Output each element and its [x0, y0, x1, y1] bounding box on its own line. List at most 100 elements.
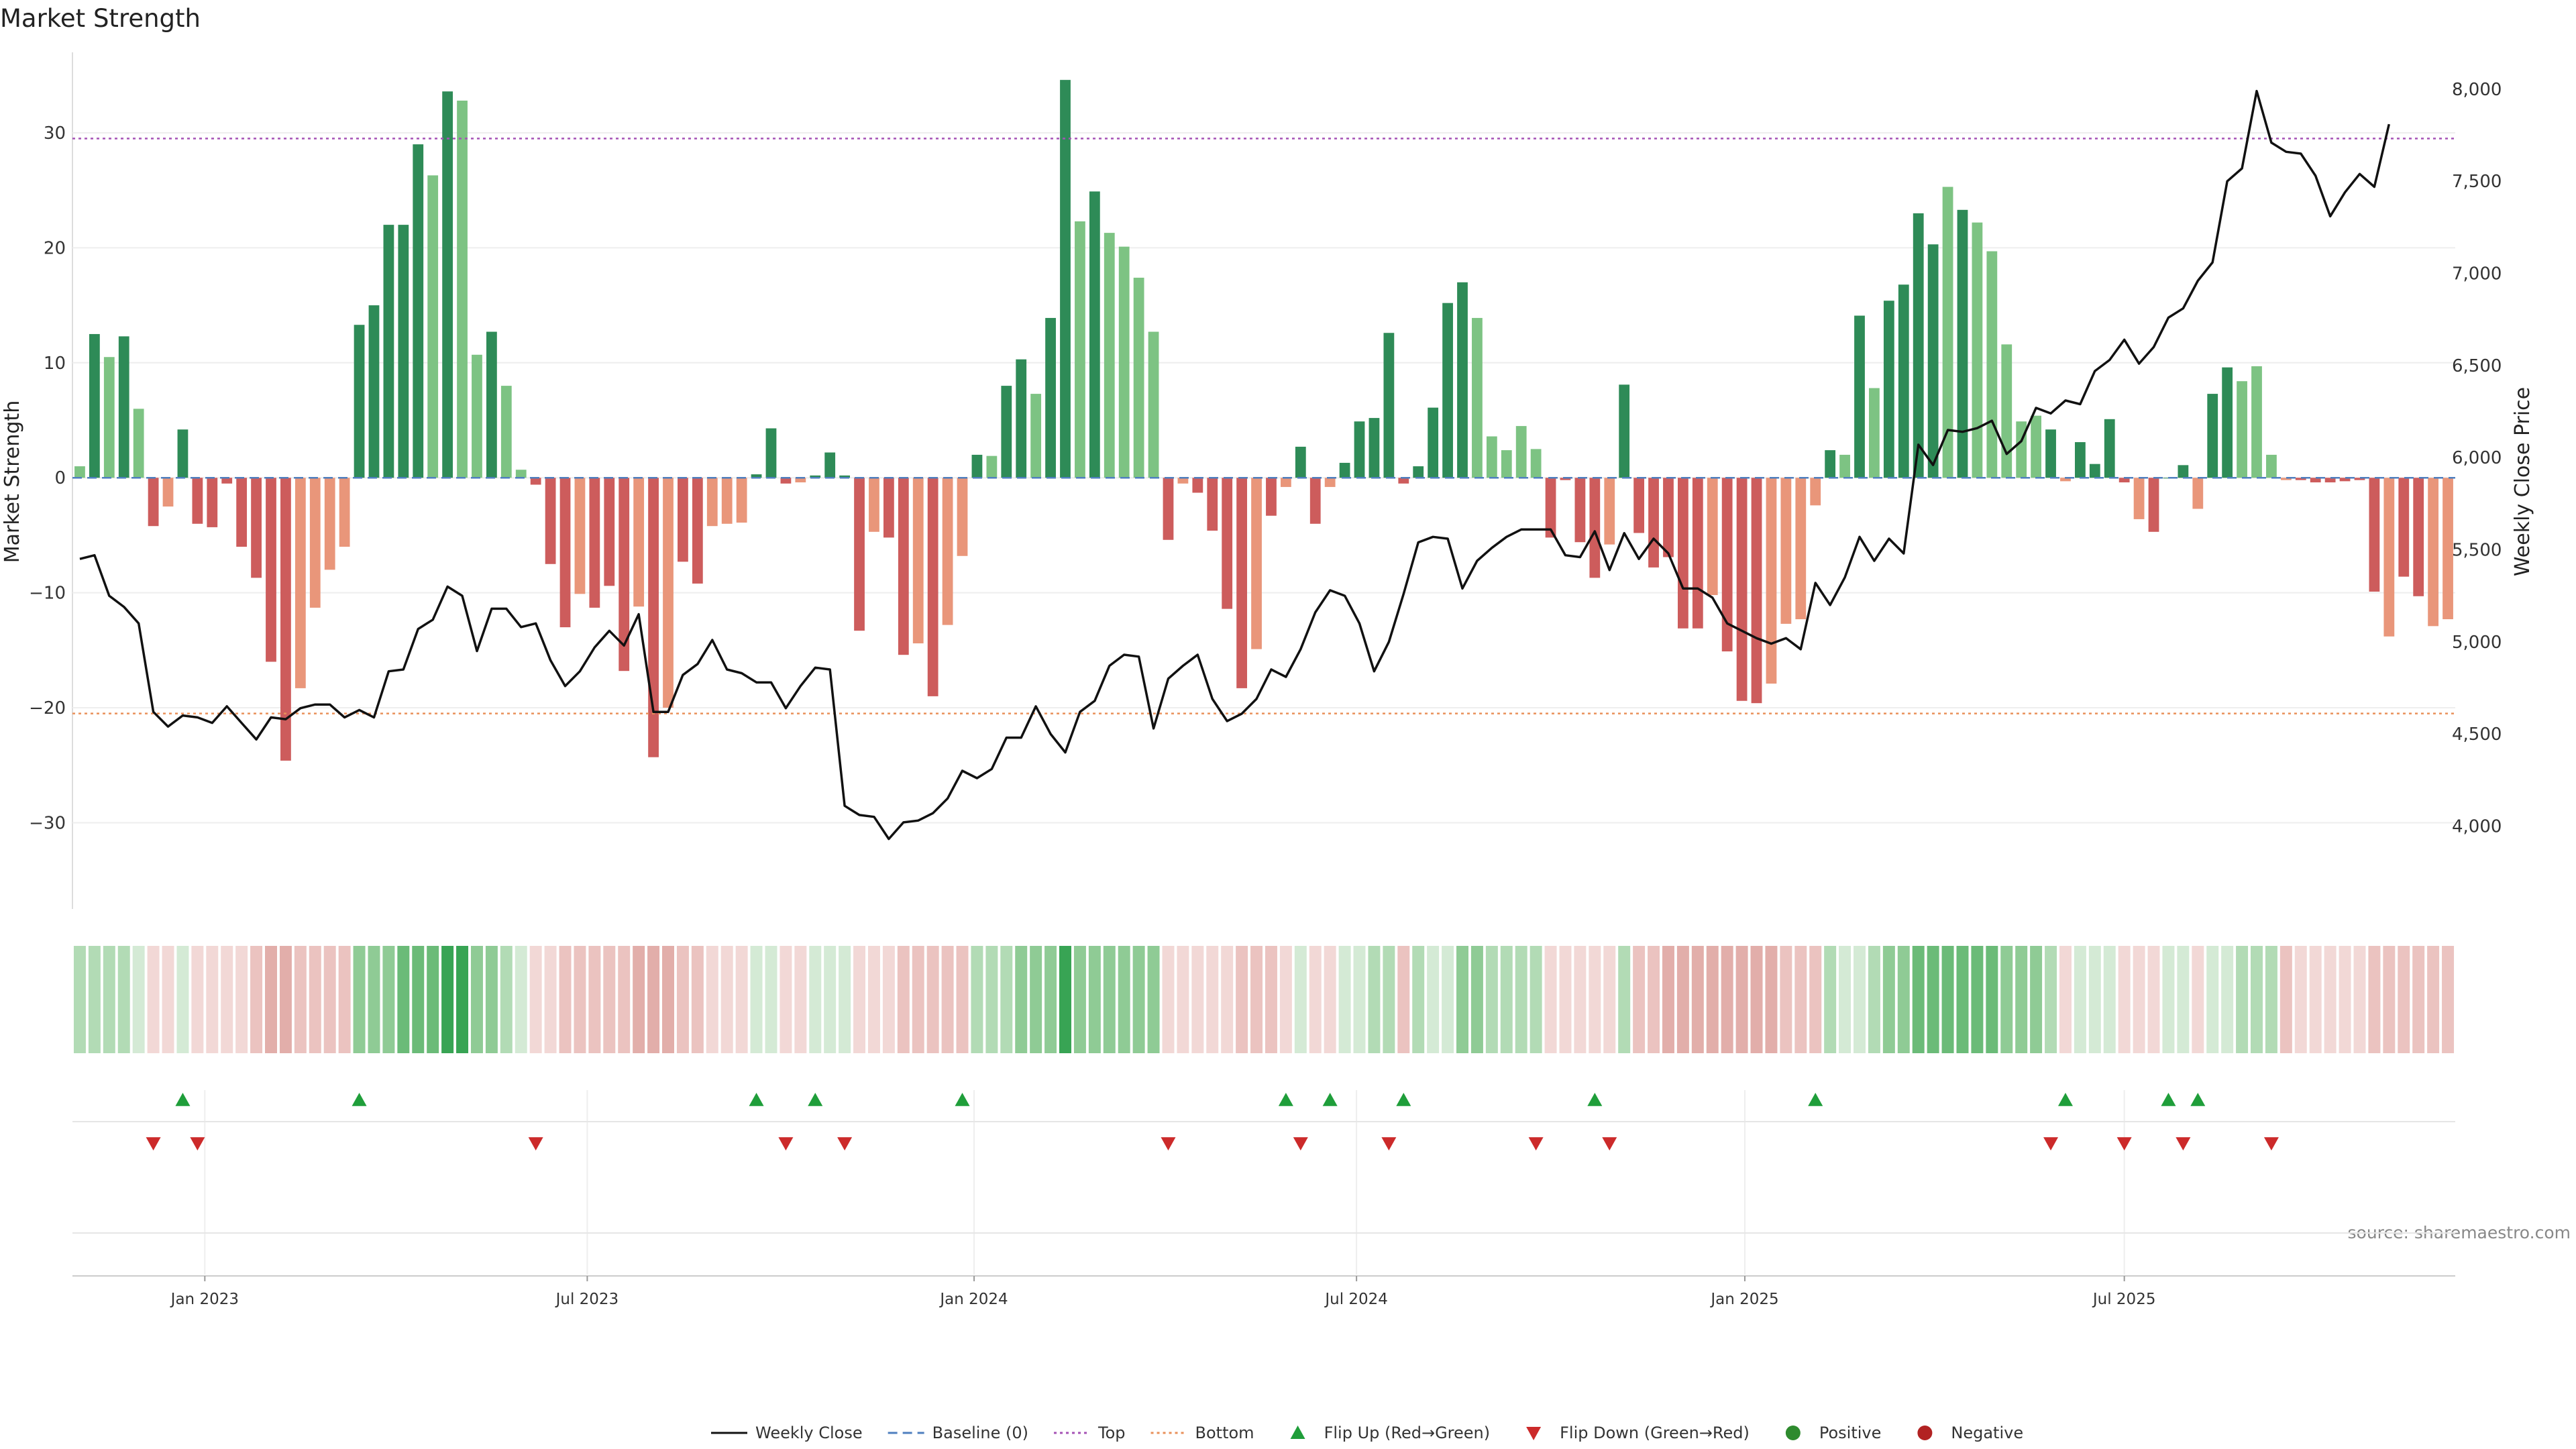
flip-down-marker: [2043, 1137, 2059, 1150]
strength-bar: [1501, 450, 1512, 478]
flip-up-marker: [1278, 1093, 1293, 1106]
heat-cell: [2383, 946, 2396, 1053]
heat-cell: [603, 946, 616, 1053]
heat-cell: [2088, 946, 2101, 1053]
strength-bar: [721, 478, 733, 524]
heat-cell: [1294, 946, 1307, 1053]
heat-cell: [353, 946, 366, 1053]
heat-cell: [765, 946, 777, 1053]
heat-cell: [132, 946, 145, 1053]
y-axis-left-label: Market Strength: [1, 400, 24, 563]
y-right-tick-label: 6,500: [2452, 356, 2502, 376]
strength-bar: [133, 409, 144, 478]
flip-up-marker: [352, 1093, 367, 1106]
strength-bar: [89, 333, 100, 478]
heat-cell: [1956, 946, 1969, 1053]
strength-bar: [854, 478, 865, 631]
strength-bar: [971, 454, 983, 478]
strength-bar: [1030, 394, 1042, 478]
heat-cell: [647, 946, 660, 1053]
heat-cell: [1897, 946, 1910, 1053]
heat-cell: [1589, 946, 1601, 1053]
heat-cell: [809, 946, 822, 1053]
strength-bar: [1810, 478, 1821, 506]
heat-cell: [1559, 946, 1572, 1053]
heat-cell: [897, 946, 910, 1053]
heat-cell: [1485, 946, 1498, 1053]
heat-cell: [1427, 946, 1440, 1053]
heat-cell: [971, 946, 983, 1053]
strength-bar: [1869, 388, 1880, 478]
flip-up-marker: [808, 1093, 823, 1106]
heat-cell: [456, 946, 469, 1053]
heat-cell: [235, 946, 248, 1053]
heat-cell: [382, 946, 395, 1053]
flip-up-marker: [955, 1093, 970, 1106]
heat-cell: [1500, 946, 1513, 1053]
y-axis-right-label: Weekly Close Price: [2511, 387, 2534, 576]
strength-bar: [1457, 282, 1468, 478]
legend-label: Weekly Close: [755, 1424, 863, 1442]
flip-up-marker: [1396, 1093, 1411, 1106]
strength-bar: [1383, 333, 1395, 478]
strength-bar: [2413, 478, 2424, 596]
strength-bar: [2148, 478, 2159, 532]
main-plot: [72, 80, 2455, 841]
strength-bar: [1472, 317, 1483, 478]
heat-cell: [1353, 946, 1366, 1053]
strength-bar: [1619, 384, 1630, 478]
strength-bar: [2237, 381, 2247, 478]
strength-bar: [2060, 478, 2071, 482]
strength-bar: [1045, 317, 1056, 478]
y-left-tick-label: −20: [29, 698, 66, 718]
strength-bar: [2118, 478, 2130, 483]
y-left-tick-label: 20: [44, 238, 66, 258]
strength-bar: [2398, 478, 2410, 577]
strength-bar: [1839, 454, 1850, 478]
strength-bar: [1413, 466, 1424, 478]
heat-cell: [1912, 946, 1925, 1053]
heat-cell: [1397, 946, 1410, 1053]
strength-bar: [2178, 465, 2189, 478]
flip-down-marker: [837, 1137, 853, 1150]
strength-bar: [1368, 418, 1380, 478]
legend-label: Top: [1097, 1424, 1126, 1442]
heat-cell: [2059, 946, 2072, 1053]
strength-bar: [1795, 478, 1807, 620]
heat-cell: [338, 946, 351, 1053]
heat-strip: [73, 946, 2455, 1053]
strength-bar: [1883, 301, 1894, 478]
strength-bar: [912, 478, 924, 644]
strength-bar: [1825, 450, 1836, 478]
heat-cell: [2398, 946, 2410, 1053]
heat-cell: [794, 946, 807, 1053]
heat-cell: [676, 946, 689, 1053]
strength-bar: [413, 144, 424, 478]
heat-cell: [147, 946, 160, 1053]
strength-bar: [957, 478, 968, 556]
strength-bar: [1207, 478, 1218, 531]
flip-up-marker: [749, 1093, 764, 1106]
strength-bar: [457, 100, 468, 478]
strength-bar: [1309, 478, 1321, 524]
strength-bar: [648, 478, 659, 757]
strength-bar: [1604, 478, 1615, 545]
flip-down-marker: [1161, 1137, 1176, 1150]
legend-swatch-positive: [1785, 1426, 1801, 1440]
strength-bar: [1060, 80, 1071, 478]
heat-cell: [441, 946, 454, 1053]
strength-bar: [515, 470, 527, 478]
heat-cell: [1515, 946, 1527, 1053]
heat-cell: [1676, 946, 1689, 1053]
heat-cell: [618, 946, 631, 1053]
strength-bar: [1898, 284, 1909, 478]
strength-bar: [2443, 478, 2453, 620]
heat-cell: [1941, 946, 1954, 1053]
legend-swatch-flip-up: [1290, 1426, 1305, 1439]
strength-bar: [2339, 478, 2351, 482]
strength-bar: [1751, 478, 1762, 704]
flip-down-marker: [2116, 1137, 2132, 1150]
heat-cell: [1765, 946, 1778, 1053]
heat-cell: [2103, 946, 2116, 1053]
